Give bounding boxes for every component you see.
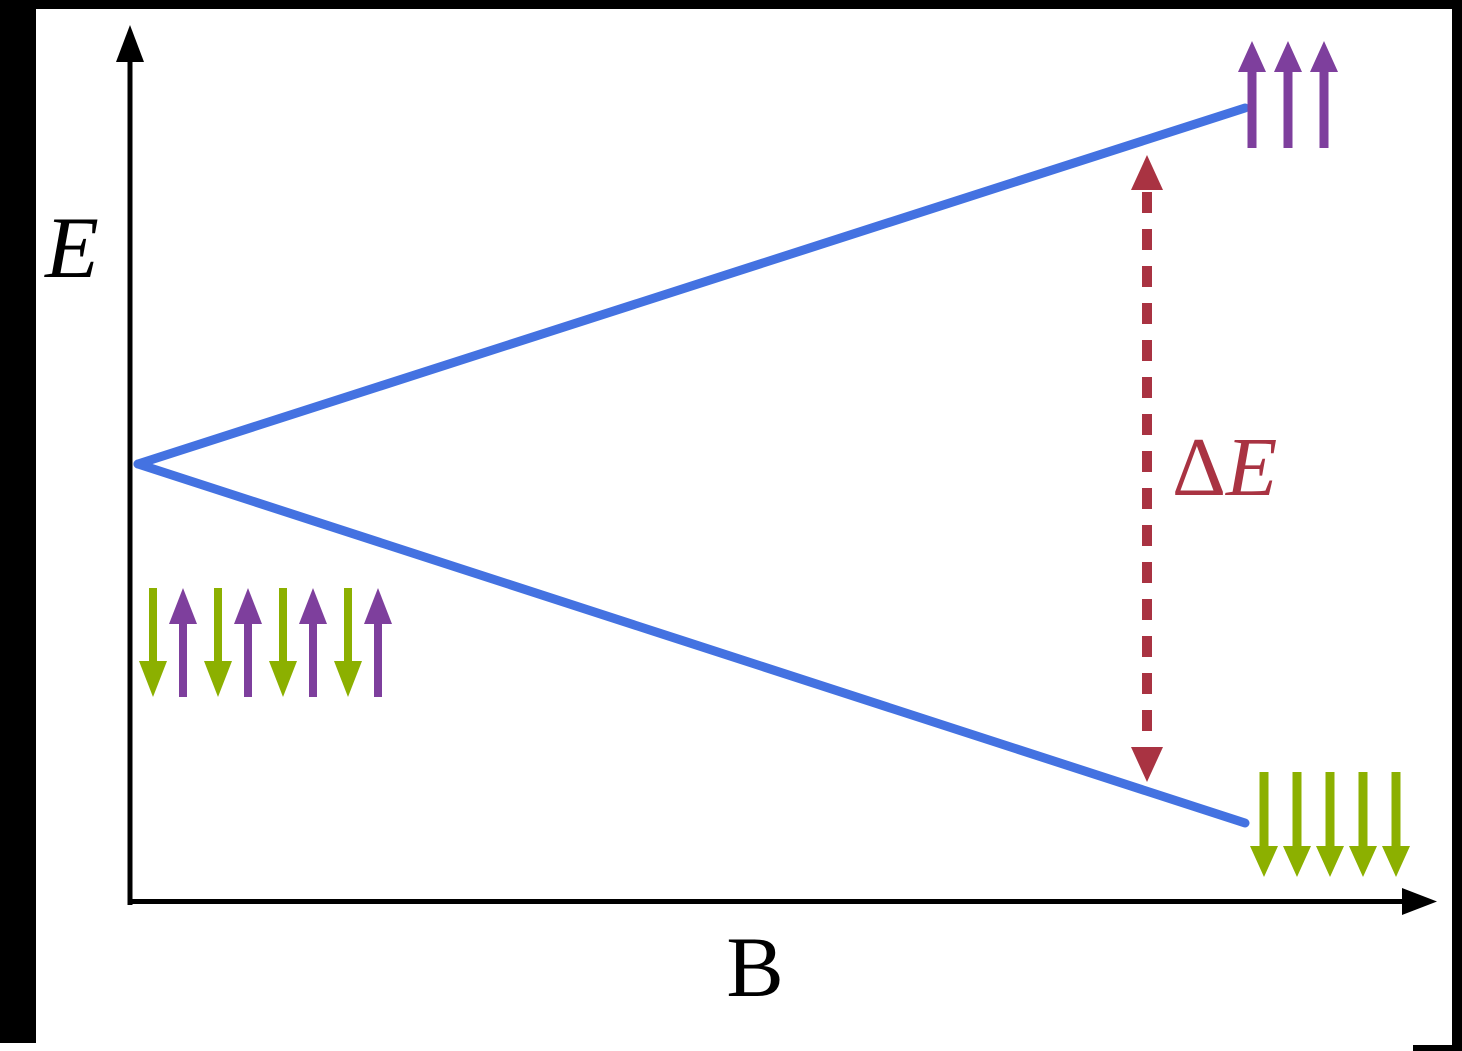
x-axis — [128, 888, 1437, 915]
gap-arrow-up-icon — [1131, 155, 1163, 190]
spin-down-arrow-icon — [1283, 772, 1311, 877]
upper-level-line — [133, 103, 1250, 469]
spin-up-arrow-icon — [1274, 41, 1302, 148]
spin-up-arrow-icon — [364, 588, 392, 697]
zero-field-spin-state — [139, 588, 392, 697]
plot-background — [36, 9, 1452, 1051]
energy-gap-label: ΔE — [1172, 421, 1277, 514]
spin-down-arrow-icon — [204, 588, 232, 697]
spin-up-arrow-icon — [299, 588, 327, 697]
y-axis-label: E — [43, 200, 99, 297]
delta-symbol: Δ — [1172, 421, 1226, 514]
y-axis — [116, 25, 144, 905]
spin-up-arrows-left — [169, 588, 392, 697]
spin-down-arrow-icon — [139, 588, 167, 697]
delta-e-letter: E — [1225, 421, 1277, 514]
spin-down-arrows-left — [139, 588, 362, 697]
spin-up-arrow-icon — [1310, 41, 1338, 148]
y-axis-arrow-icon — [116, 25, 144, 62]
upper-level-spin-state — [1238, 41, 1338, 148]
spin-down-arrow-icon — [269, 588, 297, 697]
gap-arrow-down-icon — [1131, 747, 1163, 782]
spin-up-arrow-icon — [169, 588, 197, 697]
spin-up-arrow-icon — [1238, 41, 1266, 148]
spin-up-arrow-icon — [234, 588, 262, 697]
spin-down-arrow-icon — [334, 588, 362, 697]
axes — [116, 25, 1437, 915]
lower-level-line — [133, 459, 1250, 828]
spin-down-arrow-icon — [1382, 772, 1410, 877]
energy-gap-arrow — [1131, 155, 1163, 782]
spin-down-arrow-icon — [1349, 772, 1377, 877]
spin-down-arrow-icon — [1316, 772, 1344, 877]
lower-level-spin-state — [1250, 772, 1410, 877]
x-axis-arrow-icon — [1402, 888, 1437, 915]
energy-level-lines — [133, 103, 1250, 828]
spin-down-arrow-icon — [1250, 772, 1278, 877]
frame-gap-bottom-left — [0, 1043, 36, 1051]
x-axis-label: B — [726, 919, 783, 1015]
